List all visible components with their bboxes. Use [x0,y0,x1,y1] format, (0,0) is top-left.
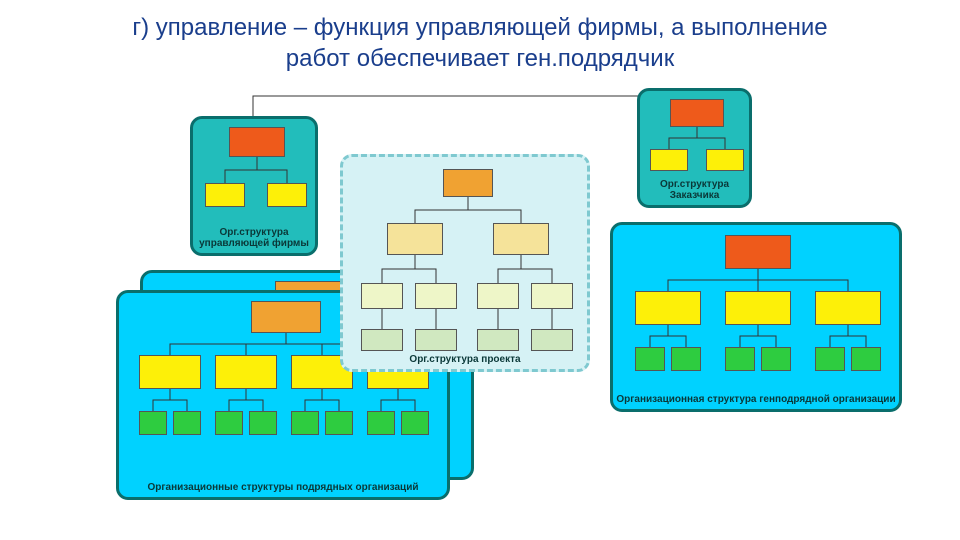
page-title: г) управление – функция управляющей фирм… [0,12,960,74]
panel-label-subcontractor: Организационные структуры подрядных орга… [119,482,447,493]
panel-label-manager: Орг.структура управляющей фирмы [193,227,315,249]
panel-label-customer: Орг.структура Заказчика [640,179,749,201]
panel-customer: Орг.структура Заказчика [637,88,752,208]
title-line1: г) управление – функция управляющей фирм… [132,14,827,41]
panel-lines-project [343,157,593,375]
panel-manager: Орг.структура управляющей фирмы [190,116,318,256]
panel-lines-general_contractor [613,225,905,415]
panel-label-general_contractor: Организационная структура генподрядной о… [613,394,899,405]
panel-project: Орг.структура проекта [340,154,590,372]
title-line2: работ обеспечивает ген.подрядчик [286,45,674,72]
panel-label-project: Орг.структура проекта [343,354,587,365]
panel-general_contractor: Организационная структура генподрядной о… [610,222,902,412]
